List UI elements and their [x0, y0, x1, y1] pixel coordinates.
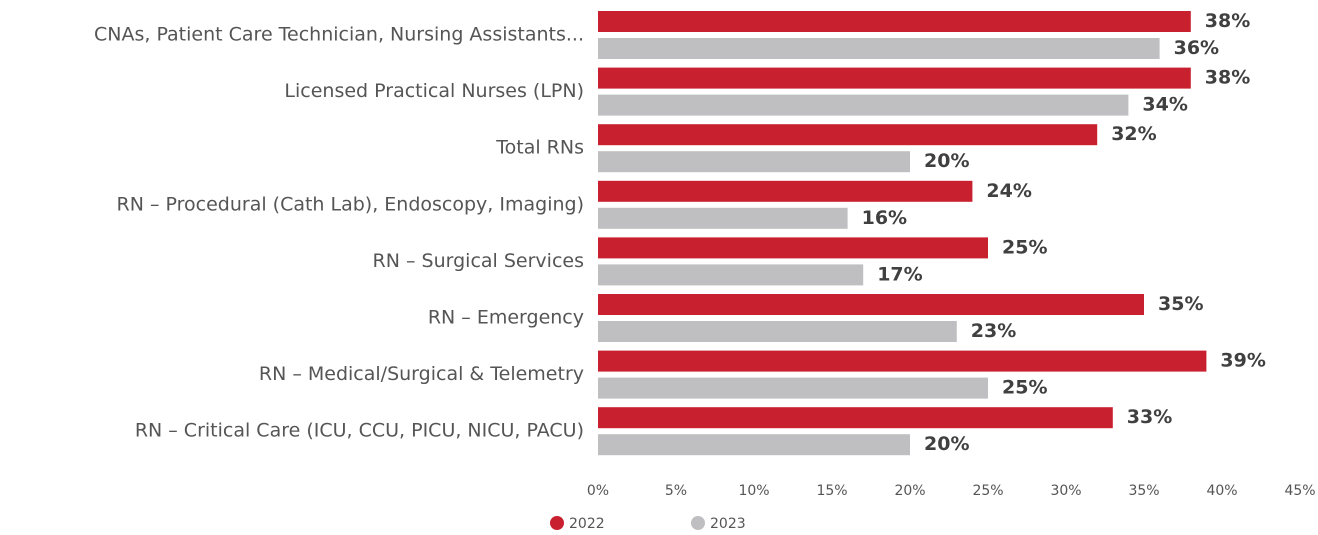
bar: [598, 407, 1113, 429]
category-label: RN – Critical Care (ICU, CCU, PICU, NICU…: [135, 420, 584, 442]
bar: [598, 321, 957, 342]
value-label: 32%: [1111, 123, 1156, 145]
category-label: CNAs, Patient Care Technician, Nursing A…: [94, 24, 584, 46]
category-label: RN – Emergency: [428, 307, 584, 329]
bar: [598, 377, 988, 399]
x-tick-label: 45%: [1284, 483, 1315, 499]
category-label: RN – Medical/Surgical & Telemetry: [259, 363, 584, 385]
bar: [598, 207, 848, 229]
bar: [598, 11, 1191, 32]
value-label: 23%: [971, 320, 1016, 342]
value-label: 17%: [877, 263, 922, 285]
bar: [598, 264, 864, 286]
x-tick-label: 0%: [587, 483, 609, 499]
x-tick-label: 25%: [972, 483, 1003, 499]
value-label: 39%: [1220, 350, 1265, 372]
category-label: RN – Surgical Services: [373, 250, 584, 272]
x-tick-label: 10%: [738, 483, 769, 499]
bar: [598, 151, 910, 173]
bar: [598, 94, 1129, 116]
value-label: 38%: [1205, 10, 1250, 32]
value-label: 16%: [862, 207, 907, 229]
x-tick-label: 40%: [1206, 483, 1237, 499]
value-label: 25%: [1002, 236, 1047, 258]
x-tick-label: 35%: [1128, 483, 1159, 499]
value-label: 25%: [1002, 377, 1047, 399]
legend-label: 2023: [710, 516, 746, 532]
bar: [598, 237, 988, 259]
bar: [598, 294, 1144, 315]
value-label: 38%: [1205, 67, 1250, 89]
legend-swatch: [550, 516, 564, 530]
value-label: 35%: [1158, 293, 1203, 315]
bar: [598, 350, 1207, 372]
value-label: 20%: [924, 150, 969, 172]
legend-label: 2022: [569, 516, 605, 532]
x-tick-label: 30%: [1050, 483, 1081, 499]
x-tick-label: 5%: [665, 483, 687, 499]
legend-swatch: [691, 516, 705, 530]
category-label: Total RNs: [495, 137, 584, 159]
x-tick-label: 20%: [894, 483, 925, 499]
bar: [598, 180, 973, 202]
bar: [598, 38, 1160, 59]
bar: [598, 67, 1191, 89]
value-label: 20%: [924, 433, 969, 455]
value-label: 33%: [1127, 406, 1172, 428]
bar: [598, 124, 1098, 146]
category-label: Licensed Practical Nurses (LPN): [284, 80, 584, 102]
x-tick-label: 15%: [816, 483, 847, 499]
value-label: 24%: [986, 180, 1031, 202]
bar: [598, 434, 910, 456]
value-label: 34%: [1142, 94, 1187, 116]
category-label: RN – Procedural (Cath Lab), Endoscopy, I…: [117, 193, 584, 215]
value-label: 36%: [1174, 37, 1219, 59]
